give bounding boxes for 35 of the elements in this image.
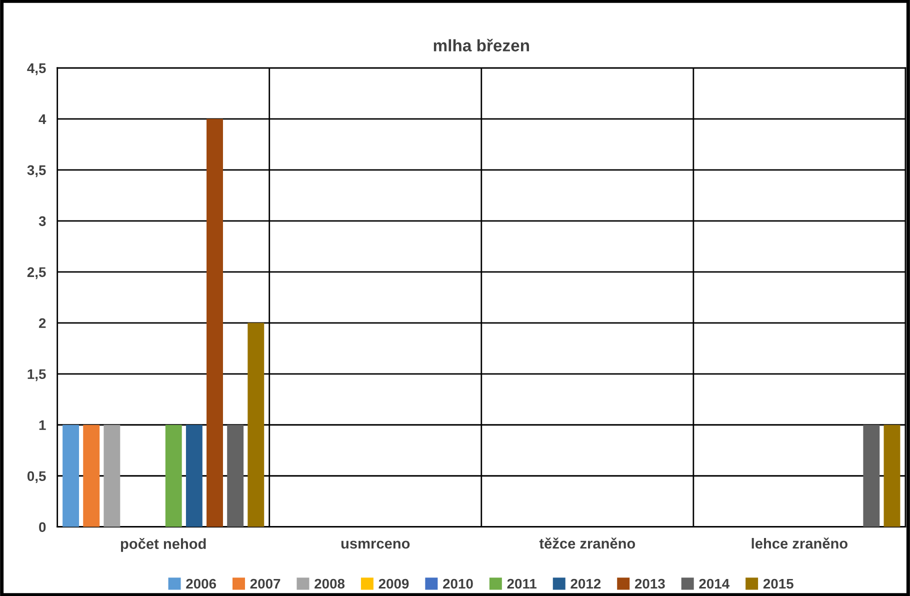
legend-label: 2014	[699, 578, 730, 589]
legend-label: 2010	[443, 578, 473, 589]
y-tick-label: 4	[38, 114, 46, 124]
y-tick-label: 2	[38, 318, 46, 328]
legend-label: 2007	[250, 578, 280, 589]
bar	[248, 322, 264, 527]
y-tick-label: 1	[39, 420, 46, 430]
bar	[62, 424, 80, 527]
y-tick-label: 2,5	[27, 267, 46, 280]
bar	[165, 424, 182, 527]
bar	[884, 424, 900, 527]
y-tick-label: 4,5	[27, 63, 46, 76]
bar	[863, 424, 880, 527]
legend-label: 2008	[314, 578, 345, 589]
legend-label: 2009	[378, 578, 409, 589]
y-tick-label: 0	[39, 522, 46, 532]
legend-label: 2011	[507, 578, 537, 589]
legend-label: 2013	[634, 578, 665, 589]
y-tick-label: 3	[38, 216, 46, 226]
y-tick-label: 0,5	[27, 471, 46, 484]
bar	[227, 424, 244, 527]
y-tick-label: 3,5	[27, 165, 46, 178]
legend-label: 2015	[763, 578, 794, 589]
x-tick-label: těžce zraněno	[539, 538, 636, 549]
bar	[206, 118, 223, 527]
x-tick-label: počet nehod	[120, 538, 206, 552]
legend-label: 2012	[570, 578, 601, 589]
legend-label: 2006	[186, 578, 216, 589]
x-tick-label: lehce zraněno	[752, 538, 848, 549]
chart-title: mlha březen	[434, 38, 529, 52]
bar	[186, 424, 202, 527]
x-tick-label: usmrceno	[341, 540, 410, 549]
y-tick-label: 1,5	[28, 369, 46, 382]
bar	[104, 424, 120, 527]
bar	[83, 424, 100, 527]
